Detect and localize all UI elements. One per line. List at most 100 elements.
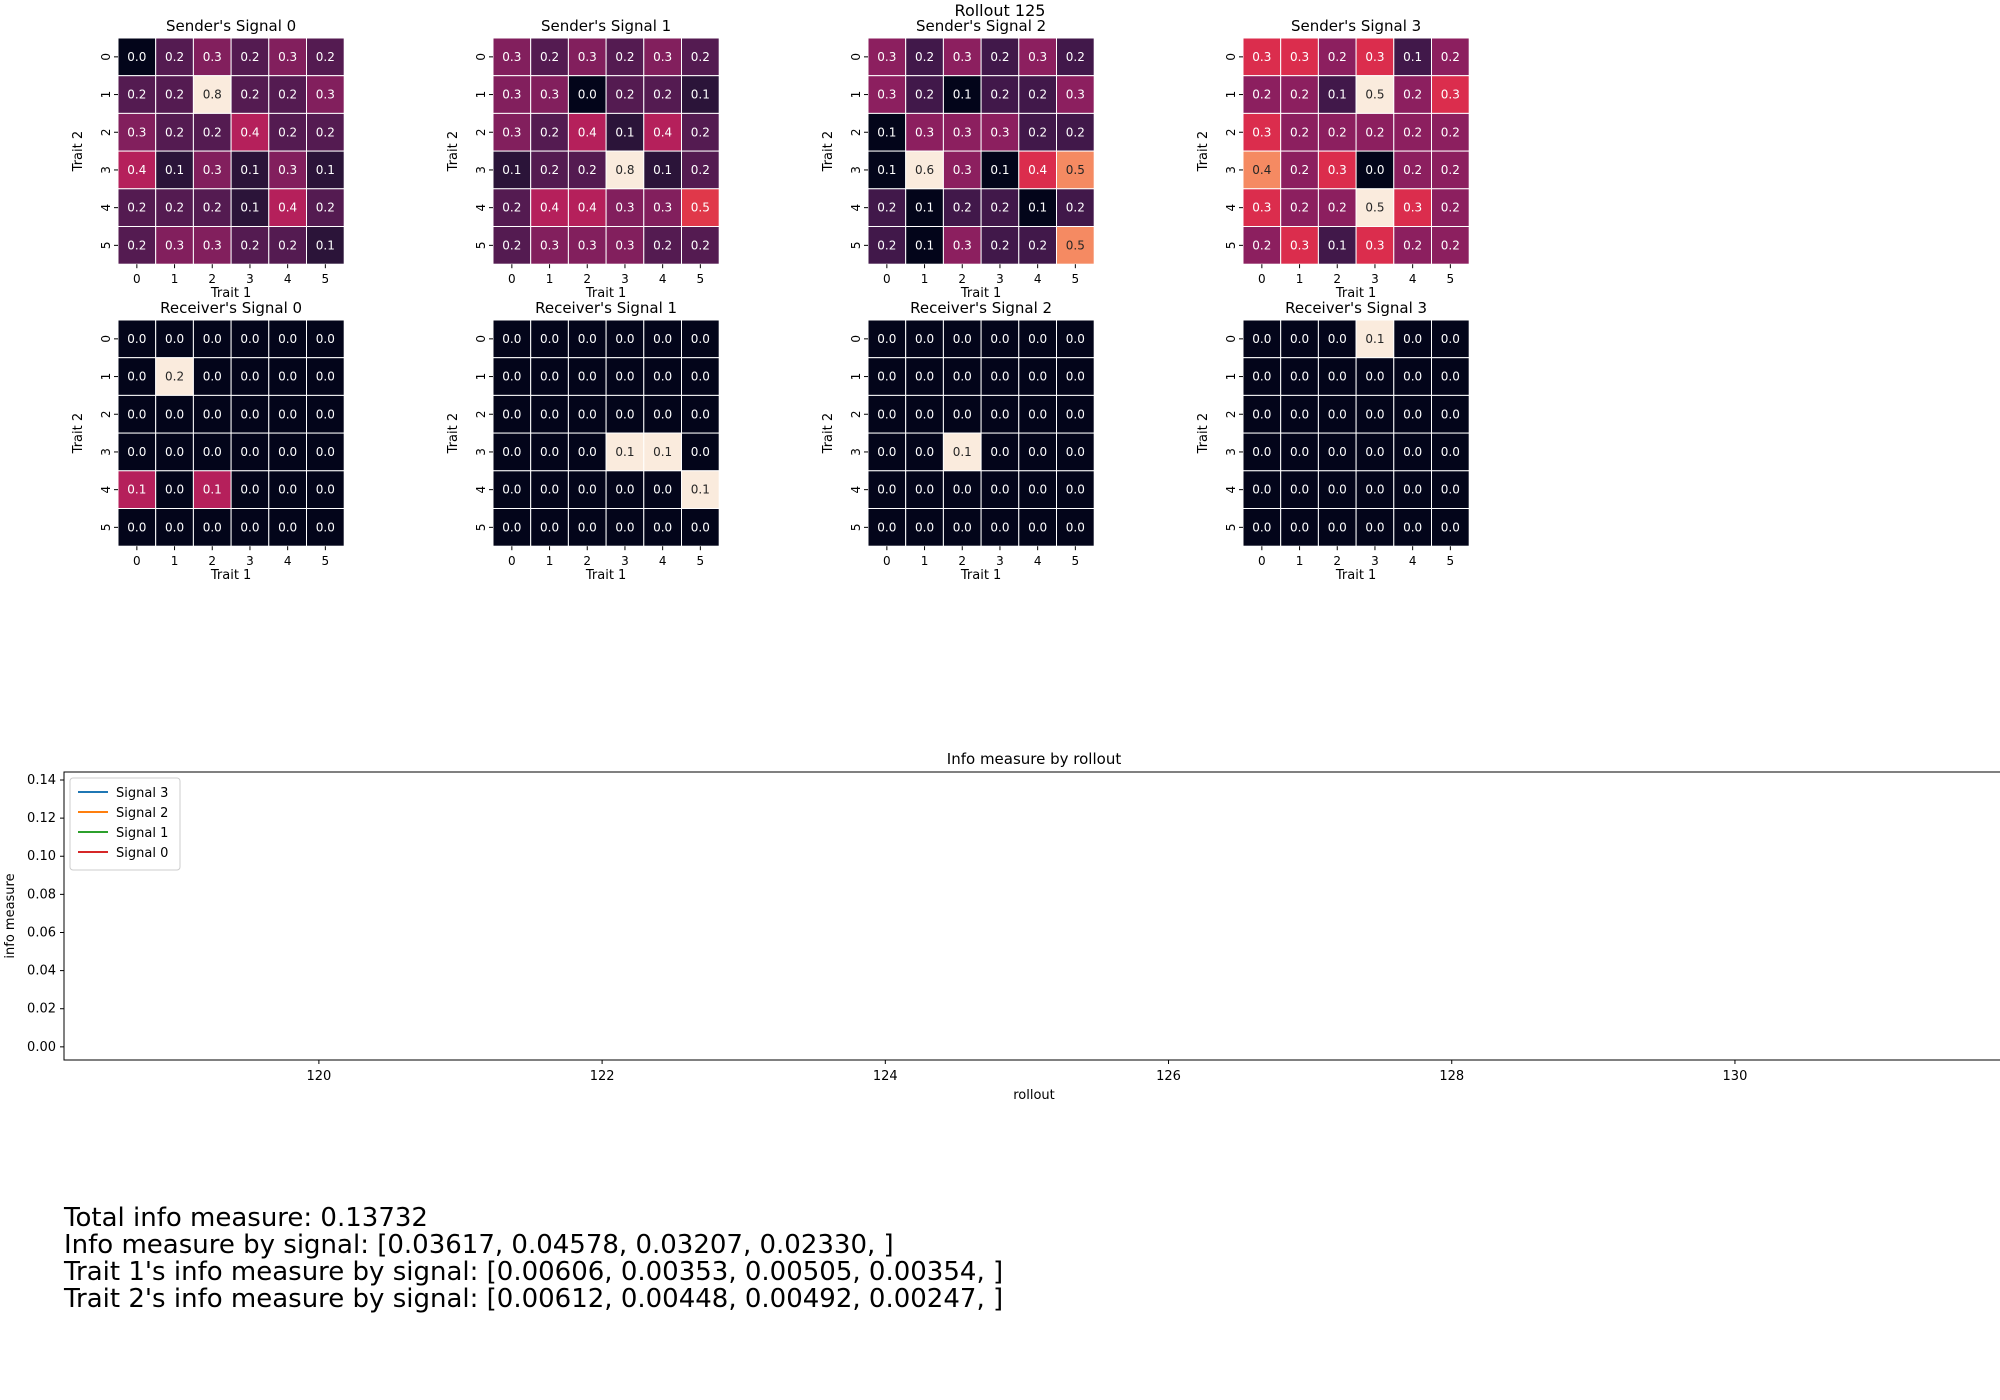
heatmap-4: 0.0 0.0 0.0 0.0 0.0 0.0 0.0 0.2 0.0 0.0 0.0 0.0 0.0 0…	[71, 299, 345, 583]
cell-label: 0.3	[127, 125, 146, 139]
y-tick-label: 5	[849, 242, 863, 250]
cell-label: 0.2	[915, 88, 934, 102]
cell-label: 0.0	[316, 483, 335, 497]
cell-label: 0.2	[240, 238, 259, 252]
cell-label: 0.3	[653, 50, 672, 64]
y-tick-label: 3	[99, 166, 113, 174]
cell-label: 0.0	[691, 370, 710, 384]
heatmap-cell	[1317, 75, 1357, 114]
heatmap-cell	[1018, 470, 1057, 509]
cell-label: 0.1	[1328, 238, 1347, 252]
heatmap-cell	[1393, 432, 1433, 472]
trait1-info-measure: Trait 1's info measure by signal: [0.006…	[64, 1257, 1004, 1287]
heatmap-cell	[1355, 188, 1395, 228]
cell-label: 0.0	[578, 483, 597, 497]
heatmap-cell	[530, 319, 569, 359]
cell-label: 0.0	[1328, 445, 1347, 459]
x-tick-label: 0	[133, 272, 141, 286]
heatmap-cell	[1393, 357, 1433, 396]
cell-label: 0.0	[127, 520, 146, 534]
heatmap-cell	[605, 432, 645, 472]
cell-label: 0.0	[1328, 483, 1347, 497]
cell-label: 0.1	[240, 201, 259, 215]
cell-label: 0.0	[316, 370, 335, 384]
cell-label: 0.1	[316, 163, 335, 177]
heatmap-cell	[867, 319, 907, 359]
x-tick-label: 5	[322, 554, 330, 568]
y-tick-label: 3	[474, 166, 488, 174]
cell-label: 0.2	[1441, 201, 1460, 215]
cell-label: 0.0	[1328, 520, 1347, 534]
plot-frame	[63, 771, 2000, 1061]
y-tick-label: 2	[1224, 410, 1238, 418]
x-tick-label: 2	[958, 272, 966, 286]
cell-label: 0.0	[877, 445, 896, 459]
cell-label: 0.0	[1328, 407, 1347, 421]
heatmap-cell	[980, 470, 1020, 509]
heatmap-cell	[492, 150, 532, 190]
cell-label: 0.0	[1028, 520, 1047, 534]
heatmap-cell	[1056, 432, 1095, 472]
heatmap-cell	[306, 37, 345, 77]
cell-label: 0.0	[653, 520, 672, 534]
x-tick-label: 3	[246, 272, 254, 286]
heatmap-cell	[1317, 188, 1357, 228]
x-axis-label: Trait 1	[1335, 568, 1376, 583]
y-tick-label: 3	[1224, 448, 1238, 456]
heatmap-cell	[1431, 357, 1470, 396]
cell-label: 0.5	[1365, 201, 1384, 215]
cell-label: 0.0	[691, 332, 710, 346]
cell-label: 0.3	[1365, 238, 1384, 252]
y-tick-label: 0.04	[27, 964, 56, 979]
x-tick-label: 120	[306, 1069, 331, 1084]
cell-label: 0.1	[990, 163, 1009, 177]
x-tick-label: 4	[659, 554, 667, 568]
cell-label: 0.0	[1403, 483, 1422, 497]
x-tick-label: 4	[284, 272, 292, 286]
heatmap-cell	[230, 188, 270, 228]
cell-label: 0.0	[165, 445, 184, 459]
x-tick-label: 4	[1034, 272, 1042, 286]
cell-label: 0.0	[1252, 520, 1271, 534]
heatmap-title: Receiver's Signal 1	[535, 299, 677, 317]
cell-label: 0.1	[691, 483, 710, 497]
cell-label: 0.0	[990, 370, 1009, 384]
cell-label: 0.2	[691, 125, 710, 139]
x-tick-label: 130	[1723, 1069, 1748, 1084]
cell-label: 0.2	[540, 50, 559, 64]
x-axis-label: rollout	[1013, 1088, 1055, 1103]
cell-label: 0.1	[877, 125, 896, 139]
y-axis-label: Trait 2	[71, 413, 86, 454]
y-tick-label: 3	[474, 448, 488, 456]
heatmap-7: 0.0 0.0 0.0 0.1 0.0 0.0 0.0 0.0 0.0 0.0 0.0 0.0 0.0 0…	[1196, 299, 1470, 583]
y-tick-label: 1	[474, 373, 488, 381]
y-tick-label: 5	[99, 242, 113, 250]
heatmap-cell	[1355, 508, 1395, 547]
heatmap-3: 0.3 0.3 0.2 0.3 0.1 0.2 0.2 0.2 0.1 0.5 0.2 0.3 0.3 0…	[1196, 17, 1470, 301]
heatmap-cell	[1018, 319, 1057, 359]
cell-label: 0.0	[1290, 520, 1309, 534]
heatmap-cell	[567, 226, 607, 265]
heatmap-cell	[530, 394, 569, 434]
x-tick-label: 1	[921, 554, 929, 568]
total-info-measure: Total info measure: 0.13732	[64, 1203, 428, 1233]
heatmap-cell	[905, 508, 944, 547]
heatmap-cell	[1393, 470, 1433, 509]
heatmap-cell	[681, 357, 720, 396]
cell-label: 0.0	[127, 332, 146, 346]
cell-label: 0.2	[1290, 201, 1309, 215]
cell-label: 0.2	[915, 50, 934, 64]
cell-label: 0.1	[953, 445, 972, 459]
y-tick-label: 5	[1224, 242, 1238, 250]
heatmap-cell	[643, 432, 682, 472]
heatmap-cell	[306, 394, 345, 434]
heatmap-cell	[980, 150, 1020, 190]
cell-label: 0.0	[1403, 520, 1422, 534]
cell-label: 0.3	[953, 238, 972, 252]
y-tick-label: 1	[474, 91, 488, 99]
x-tick-label: 0	[883, 272, 891, 286]
heatmap-cell	[905, 112, 944, 152]
heatmap-cell	[1355, 432, 1395, 472]
y-tick-label: 3	[1224, 166, 1238, 174]
